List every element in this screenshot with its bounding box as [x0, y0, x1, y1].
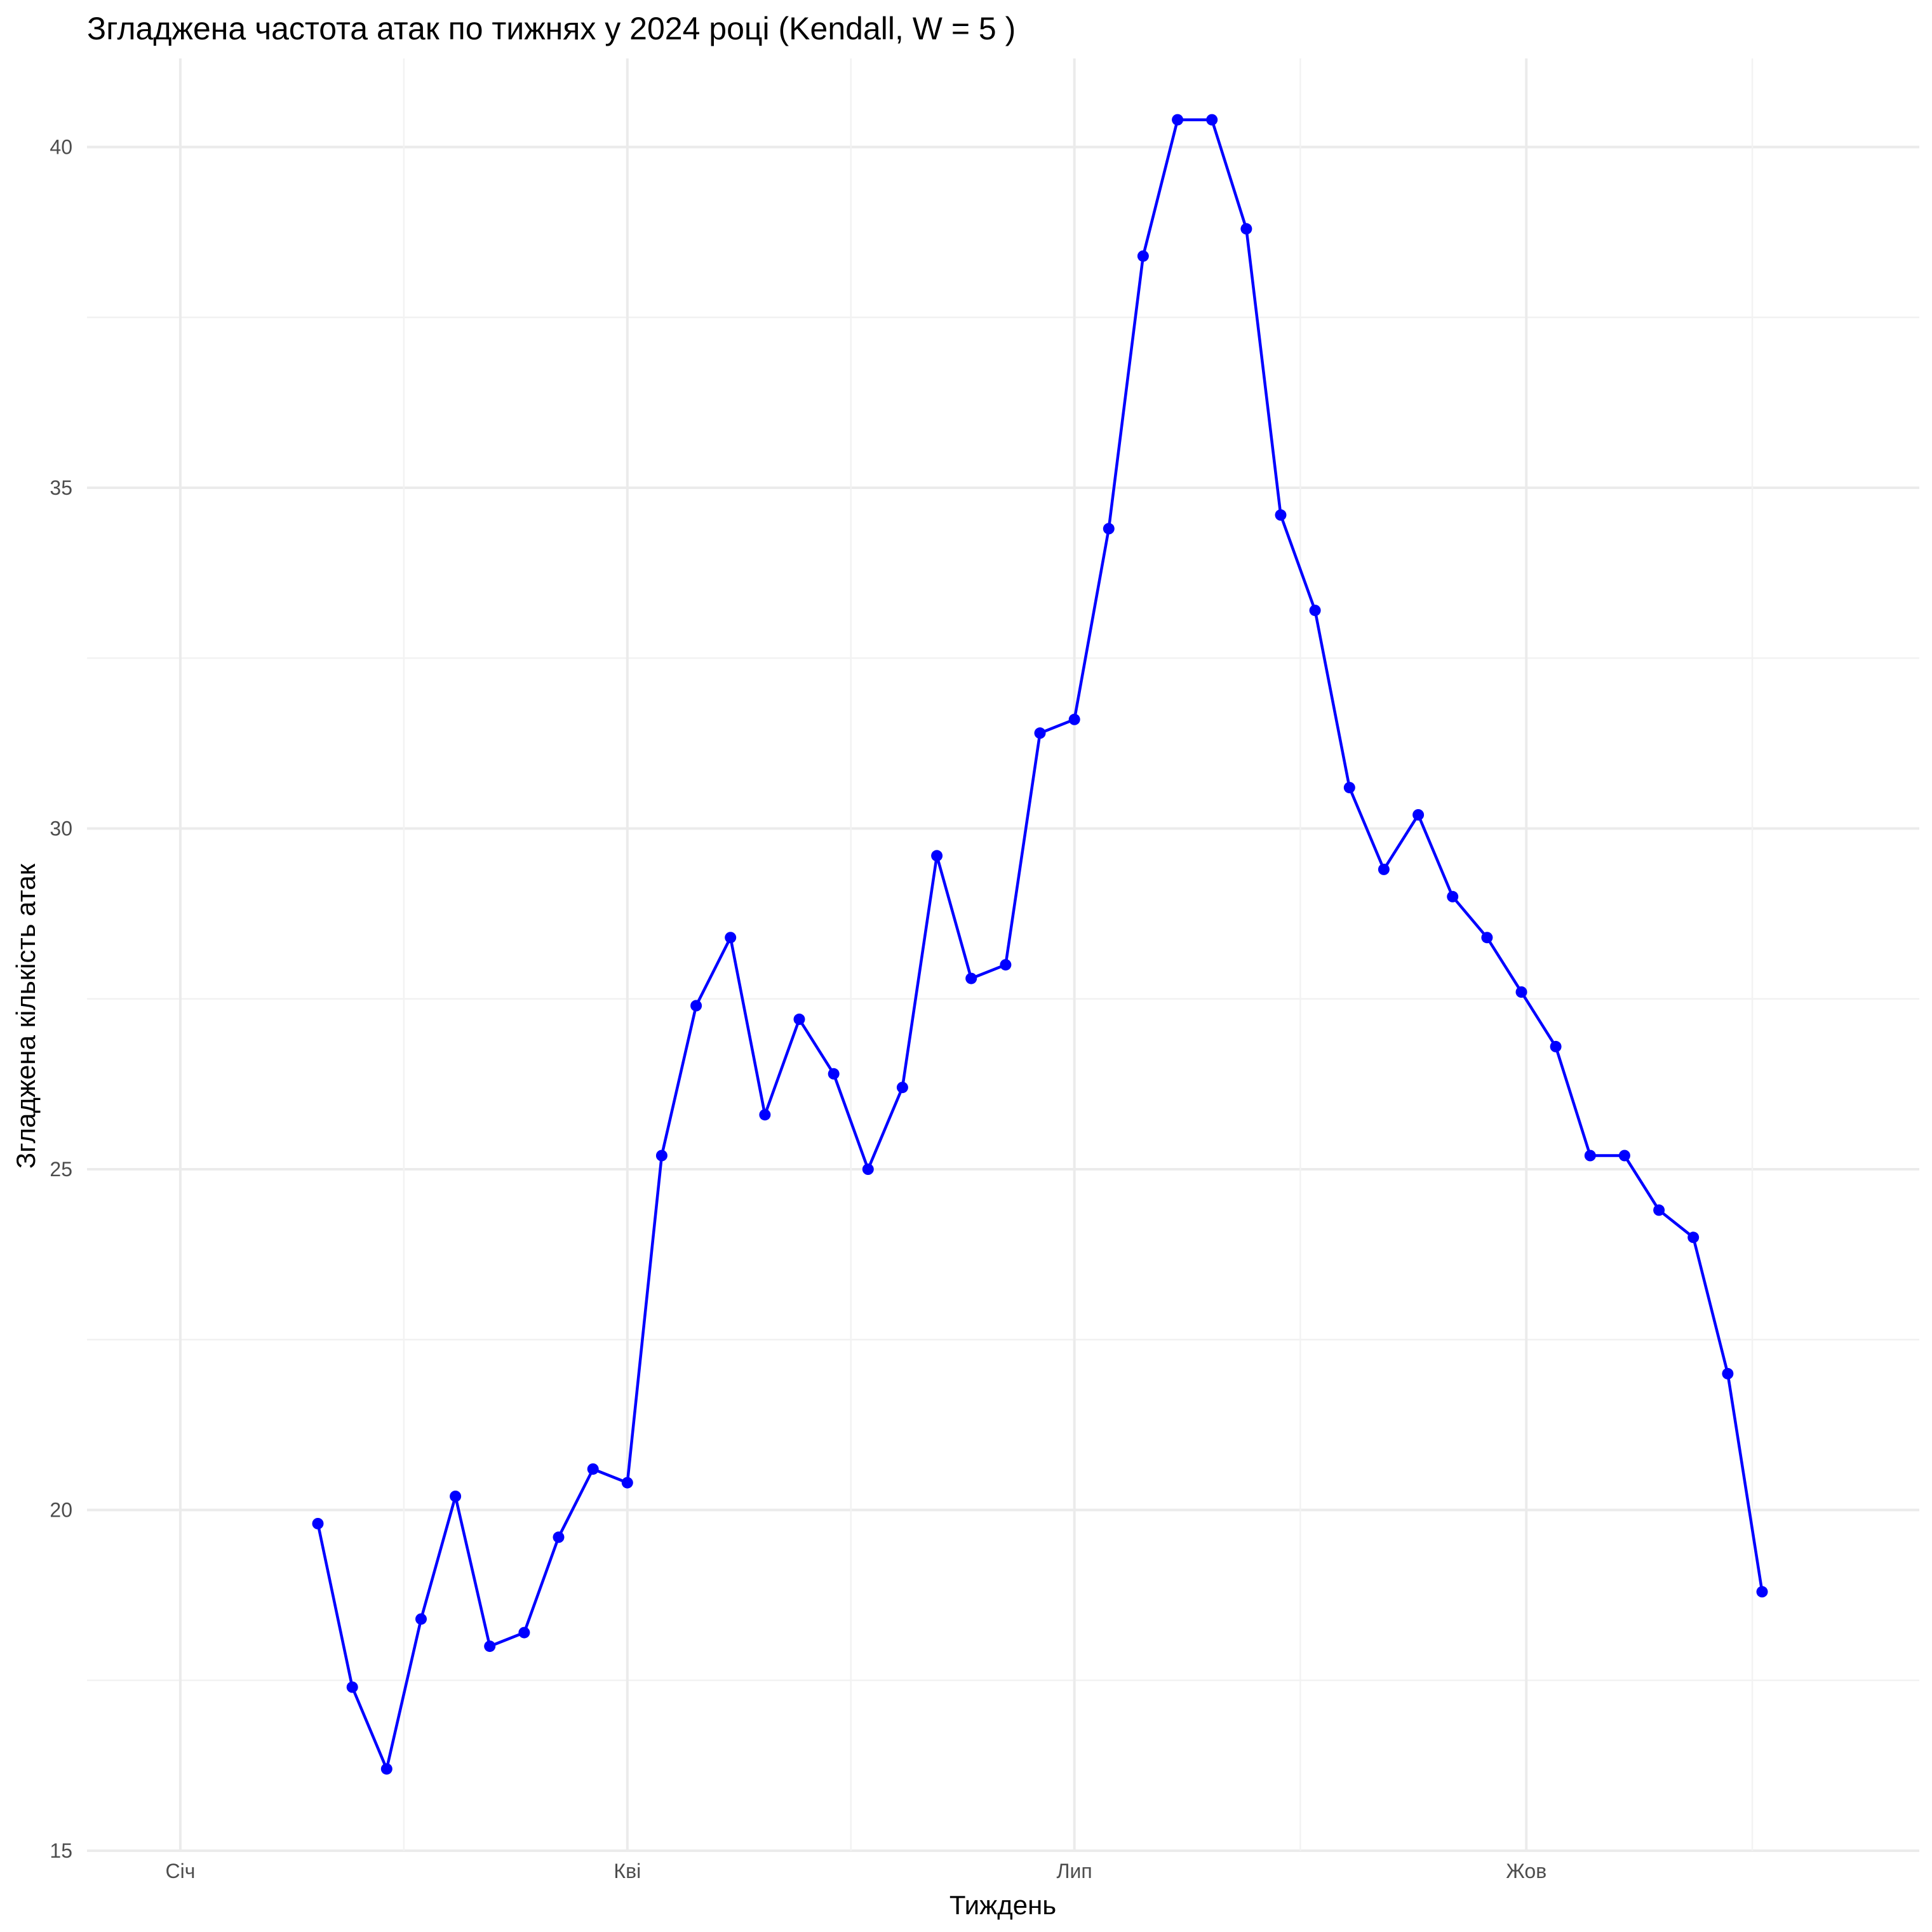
data-point — [862, 1164, 874, 1175]
data-point — [1172, 114, 1184, 126]
data-point — [1378, 863, 1390, 875]
x-axis-title: Тиждень — [949, 1890, 1056, 1920]
y-tick-label: 30 — [50, 817, 72, 840]
y-tick-label: 35 — [50, 476, 72, 499]
data-point — [1515, 986, 1527, 998]
x-tick-label: Лип — [1057, 1860, 1092, 1882]
data-point — [380, 1763, 392, 1775]
data-point — [655, 1150, 667, 1162]
data-point — [759, 1109, 771, 1121]
data-point — [553, 1531, 565, 1543]
data-point — [1137, 250, 1149, 262]
data-point — [1240, 223, 1252, 235]
data-point — [1447, 890, 1459, 902]
series-line — [316, 118, 1764, 1771]
x-tick-label: Кві — [614, 1860, 641, 1882]
data-point — [1584, 1150, 1596, 1162]
data-point — [1343, 782, 1355, 794]
y-tick-label: 25 — [50, 1158, 72, 1181]
data-point — [1618, 1150, 1630, 1162]
y-axis-title: Згладжена кількість атак — [11, 863, 41, 1169]
data-point — [1275, 509, 1287, 521]
y-tick-label: 15 — [50, 1839, 72, 1862]
axes: 15 20 25 30 35 40 Січ Кві Лип Жов — [50, 135, 1546, 1882]
data-point — [450, 1491, 462, 1502]
data-point — [1722, 1367, 1734, 1379]
data-point — [1653, 1204, 1665, 1216]
data-point — [1309, 605, 1321, 617]
data-point — [1206, 114, 1218, 126]
data-point — [346, 1681, 358, 1693]
data-point — [587, 1463, 599, 1475]
data-point — [1000, 959, 1012, 971]
data-point — [1412, 809, 1425, 821]
series — [312, 114, 1768, 1775]
data-point — [1068, 713, 1080, 725]
data-point — [725, 932, 737, 944]
data-point — [484, 1640, 496, 1653]
x-tick-label: Січ — [166, 1860, 196, 1882]
data-point — [896, 1082, 908, 1094]
data-point — [1481, 932, 1493, 944]
y-tick-label: 40 — [50, 135, 72, 158]
data-point — [1550, 1040, 1562, 1052]
data-point — [690, 1000, 702, 1012]
chart-title: Згладжена частота атак по тижнях у 2024 … — [87, 11, 1016, 46]
data-point — [1687, 1231, 1700, 1244]
data-point — [1756, 1586, 1768, 1598]
x-tick-label: Жов — [1506, 1860, 1546, 1882]
data-point — [621, 1477, 633, 1489]
data-point — [415, 1613, 427, 1625]
data-point — [931, 850, 943, 862]
grid — [87, 58, 1919, 1852]
data-point — [1103, 523, 1115, 535]
data-point — [793, 1013, 805, 1025]
y-tick-label: 20 — [50, 1498, 72, 1521]
data-point — [1034, 727, 1046, 739]
data-point — [312, 1518, 324, 1529]
data-point — [518, 1627, 530, 1639]
data-point — [965, 972, 977, 984]
data-point — [828, 1068, 840, 1080]
